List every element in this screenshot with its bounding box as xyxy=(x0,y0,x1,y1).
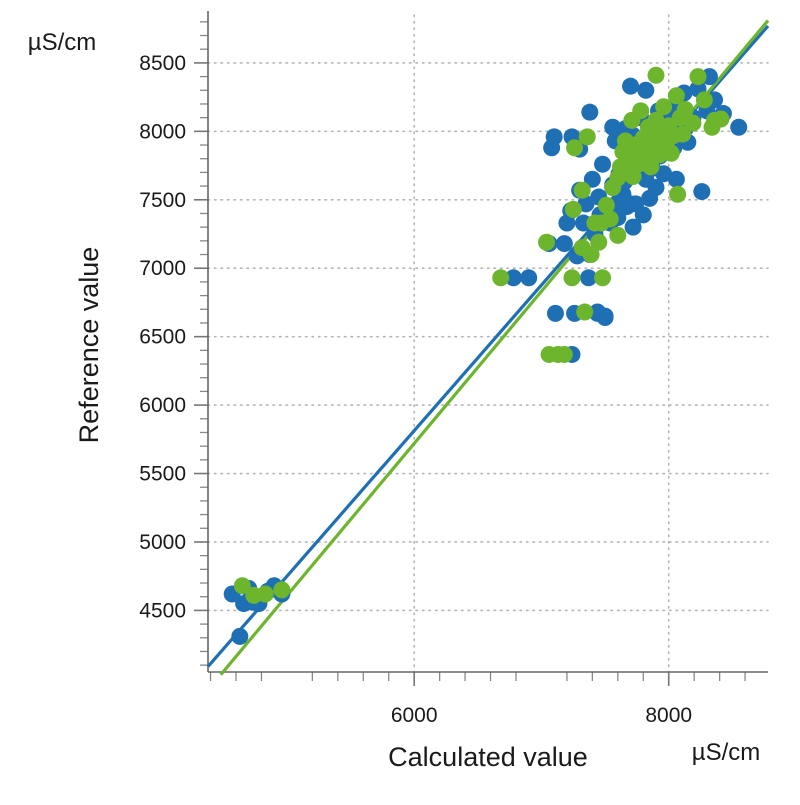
data-point-series-1 xyxy=(667,170,685,188)
data-point-series-2 xyxy=(667,87,685,105)
data-point-series-1 xyxy=(594,155,612,173)
y-axis-unit: µS/cm xyxy=(28,29,97,56)
data-point-series-2 xyxy=(629,155,647,173)
y-tick-label: 7500 xyxy=(139,189,186,212)
data-point-series-2 xyxy=(642,158,660,176)
data-point-series-2 xyxy=(256,585,274,603)
y-axis-title: Reference value xyxy=(74,247,104,444)
data-point-series-1 xyxy=(596,307,614,325)
data-point-series-2 xyxy=(590,233,608,251)
data-point-series-2 xyxy=(676,100,694,118)
data-point-series-1 xyxy=(231,627,249,645)
x-tick-label: 6000 xyxy=(391,704,438,727)
axes xyxy=(194,11,768,686)
x-axis-title: Calculated value xyxy=(388,742,588,772)
data-point-series-2 xyxy=(669,185,687,203)
data-point-series-2 xyxy=(538,233,556,251)
y-tick-label: 5000 xyxy=(139,531,186,554)
data-point-series-2 xyxy=(273,581,291,599)
data-point-series-1 xyxy=(730,118,748,136)
data-point-series-1 xyxy=(647,178,665,196)
data-point-series-2 xyxy=(576,303,594,321)
data-point-series-2 xyxy=(233,577,251,595)
data-point-series-1 xyxy=(545,128,563,146)
data-point-series-2 xyxy=(695,91,713,109)
data-point-series-2 xyxy=(632,102,650,120)
data-point-series-2 xyxy=(594,269,612,287)
data-point-series-2 xyxy=(655,98,673,116)
data-point-series-1 xyxy=(577,195,595,213)
data-point-series-2 xyxy=(563,269,581,287)
data-point-series-1 xyxy=(580,269,598,287)
data-point-series-1 xyxy=(583,170,601,188)
data-point-series-1 xyxy=(546,304,564,322)
data-point-series-2 xyxy=(689,68,707,86)
data-point-series-1 xyxy=(520,269,538,287)
data-point-series-2 xyxy=(564,200,582,218)
data-point-series-1 xyxy=(504,269,522,287)
y-tick-label: 7000 xyxy=(139,257,186,280)
data-point-series-1 xyxy=(634,206,652,224)
y-tick-label: 8000 xyxy=(139,120,186,143)
data-point-series-2 xyxy=(597,196,615,214)
data-point-series-1 xyxy=(581,103,599,121)
y-tick-label: 8500 xyxy=(139,52,186,75)
data-point-series-2 xyxy=(582,246,600,264)
y-tick-label: 6500 xyxy=(139,326,186,349)
data-point-series-2 xyxy=(566,139,584,157)
data-point-series-2 xyxy=(555,345,573,363)
data-point-series-1 xyxy=(693,183,711,201)
x-tick-label: 8000 xyxy=(645,704,692,727)
y-tick-label: 4500 xyxy=(139,599,186,622)
data-point-series-2 xyxy=(609,226,627,244)
grid-lines xyxy=(207,14,769,673)
data-point-series-1 xyxy=(555,235,573,253)
data-point-series-2 xyxy=(601,210,619,228)
data-point-series-2 xyxy=(578,128,596,146)
data-point-series-2 xyxy=(573,181,591,199)
data-point-series-1 xyxy=(655,165,673,183)
data-point-series-2 xyxy=(647,66,665,84)
data-point-series-1 xyxy=(622,77,640,95)
data-point-series-2 xyxy=(712,110,730,128)
data-point-series-1 xyxy=(637,81,655,99)
data-point-series-2 xyxy=(662,144,680,162)
data-point-series-2 xyxy=(492,269,510,287)
data-point-series-2 xyxy=(684,114,702,132)
data-point-series-1 xyxy=(624,218,642,236)
y-tick-label: 6000 xyxy=(139,394,186,417)
data-points xyxy=(223,66,748,645)
x-axis-unit: µS/cm xyxy=(692,739,761,766)
tick-labels: 4500 5000 5500 6000 6500 7000 7500 8000 8500 6000… xyxy=(139,52,692,727)
data-point-series-2 xyxy=(647,111,665,129)
y-tick-label: 5500 xyxy=(139,463,186,486)
data-point-series-2 xyxy=(674,125,692,143)
